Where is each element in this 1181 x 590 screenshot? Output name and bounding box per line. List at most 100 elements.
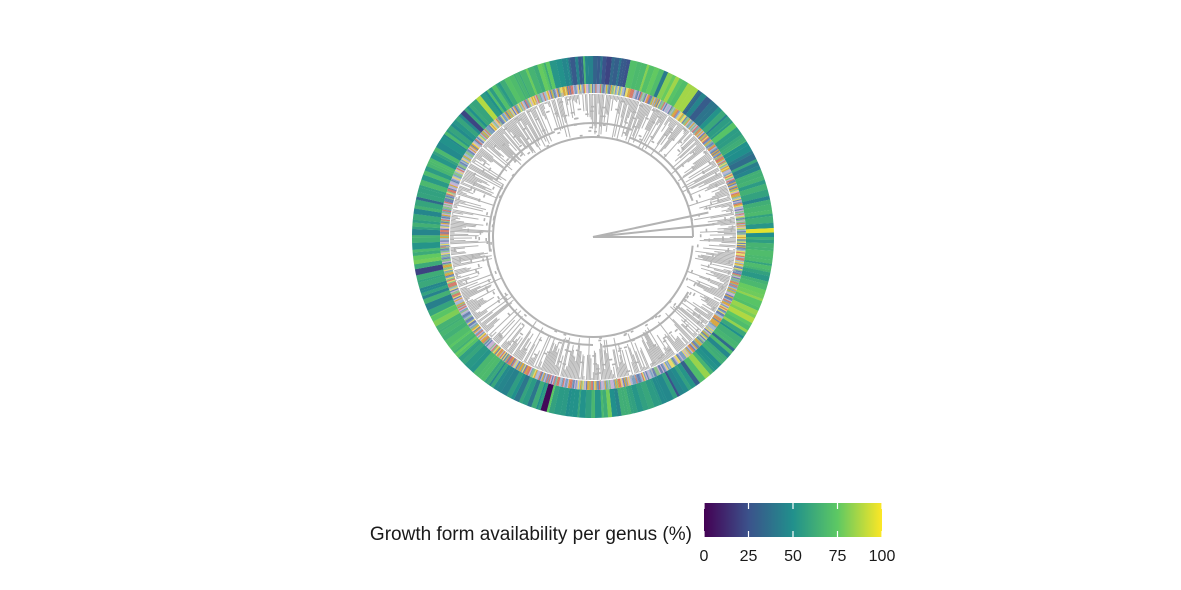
tip-branch (549, 351, 558, 374)
outer-ring-segment (412, 247, 441, 253)
tip-branch (493, 332, 502, 341)
inner-ring-tip (497, 349, 504, 358)
tip-branch (557, 98, 564, 118)
node-link (688, 291, 692, 296)
inner-ring-tip (557, 87, 561, 97)
inner-ring-tip (512, 106, 518, 115)
tip-branch (649, 363, 653, 368)
outer-ring-segment (709, 333, 734, 355)
inner-ring-tip (559, 377, 563, 387)
inner-ring-tip (701, 330, 710, 338)
inner-ring-tip (736, 240, 746, 242)
tip-branch (613, 349, 620, 378)
inner-ring-tip (605, 380, 608, 390)
inner-ring-tip (589, 380, 591, 390)
inner-ring-tip (440, 251, 450, 254)
tip-branch (685, 163, 717, 183)
tip-branch (703, 296, 720, 306)
outer-ring-segment (438, 316, 464, 333)
node-link (496, 295, 501, 300)
inner-ring-tip (485, 127, 493, 135)
node-link (697, 314, 701, 319)
inner-ring-tip (647, 369, 653, 379)
inner-ring-tip (464, 315, 473, 322)
node-link (611, 363, 616, 366)
node-link (667, 348, 672, 352)
inner-ring-tip (496, 348, 503, 357)
inner-ring-tip (478, 332, 487, 340)
outer-ring-segment (682, 89, 700, 114)
inner-ring-tip (441, 259, 451, 263)
inner-ring-tip (702, 137, 711, 145)
inner-ring-tip (732, 272, 742, 277)
outer-ring-segment (729, 303, 757, 319)
inner-ring-tip (706, 143, 715, 150)
inner-ring-tip (441, 253, 451, 257)
outer-ring-segment (649, 68, 665, 97)
inner-ring-tip (508, 108, 515, 117)
inner-ring-tip (735, 216, 745, 220)
inner-ring-tip (734, 262, 744, 266)
tip-branch (528, 357, 533, 365)
inner-ring-tip (673, 109, 680, 118)
tip-branch (692, 152, 709, 165)
tip-branch (664, 333, 679, 353)
tip-branch (693, 332, 697, 337)
outer-ring-segment (617, 58, 625, 87)
inner-ring-tip (441, 258, 451, 261)
outer-ring-segment (587, 56, 594, 85)
tip-branch (478, 150, 494, 163)
inner-ring-tip (483, 128, 492, 136)
outer-ring-segment (615, 57, 622, 86)
outer-ring-segment (527, 66, 543, 95)
node-link (657, 314, 662, 318)
tip-branch (719, 279, 729, 284)
node-link (673, 302, 677, 307)
inner-ring-tip (729, 189, 739, 194)
tip-branch (635, 350, 644, 372)
inner-ring-tip (691, 125, 699, 133)
legend-colorbar (704, 503, 882, 537)
tip-branch (476, 319, 478, 321)
inner-ring-tip (578, 84, 581, 94)
inner-ring-tip (708, 321, 717, 329)
tip-branch (643, 332, 662, 364)
inner-ring-tip (726, 290, 736, 295)
inner-ring-tip (678, 352, 685, 361)
inner-ring-tip (736, 238, 746, 240)
tip-branch (450, 224, 476, 228)
inner-ring-tip (573, 379, 577, 389)
inner-ring-tip (529, 368, 535, 377)
outer-ring-segment (426, 162, 454, 177)
outer-ring-segment (435, 312, 463, 332)
inner-ring-tip (618, 86, 622, 96)
tip-branch (638, 109, 659, 148)
inner-ring-tip (503, 112, 510, 121)
outer-ring-segment (464, 107, 487, 130)
inner-ring-tip (694, 128, 703, 137)
inner-ring-tip (466, 317, 475, 324)
node-link (501, 142, 506, 147)
tip-branch (461, 180, 465, 183)
outer-ring-segment (500, 368, 520, 396)
tip-branch (584, 94, 587, 111)
legend-tick-label: 75 (828, 548, 847, 565)
outer-ring-segment (732, 161, 760, 177)
tip-branch (460, 278, 492, 293)
inner-ring-tip (499, 115, 506, 124)
tip-branch (569, 355, 575, 379)
tip-branch (717, 164, 722, 168)
node-link (485, 212, 489, 216)
inner-ring-tip (642, 93, 648, 103)
tip-branch (650, 367, 653, 373)
tip-branch (481, 302, 513, 328)
outer-ring-segment (689, 96, 712, 122)
inner-ring-tip (679, 351, 686, 360)
tip-branch (706, 303, 717, 310)
inner-ring-tip (593, 84, 595, 94)
tip-branch (483, 317, 498, 330)
tip-branch (688, 278, 724, 296)
outer-ring-segment (456, 337, 480, 359)
inner-ring-tip (464, 152, 473, 159)
node-link (682, 127, 687, 132)
